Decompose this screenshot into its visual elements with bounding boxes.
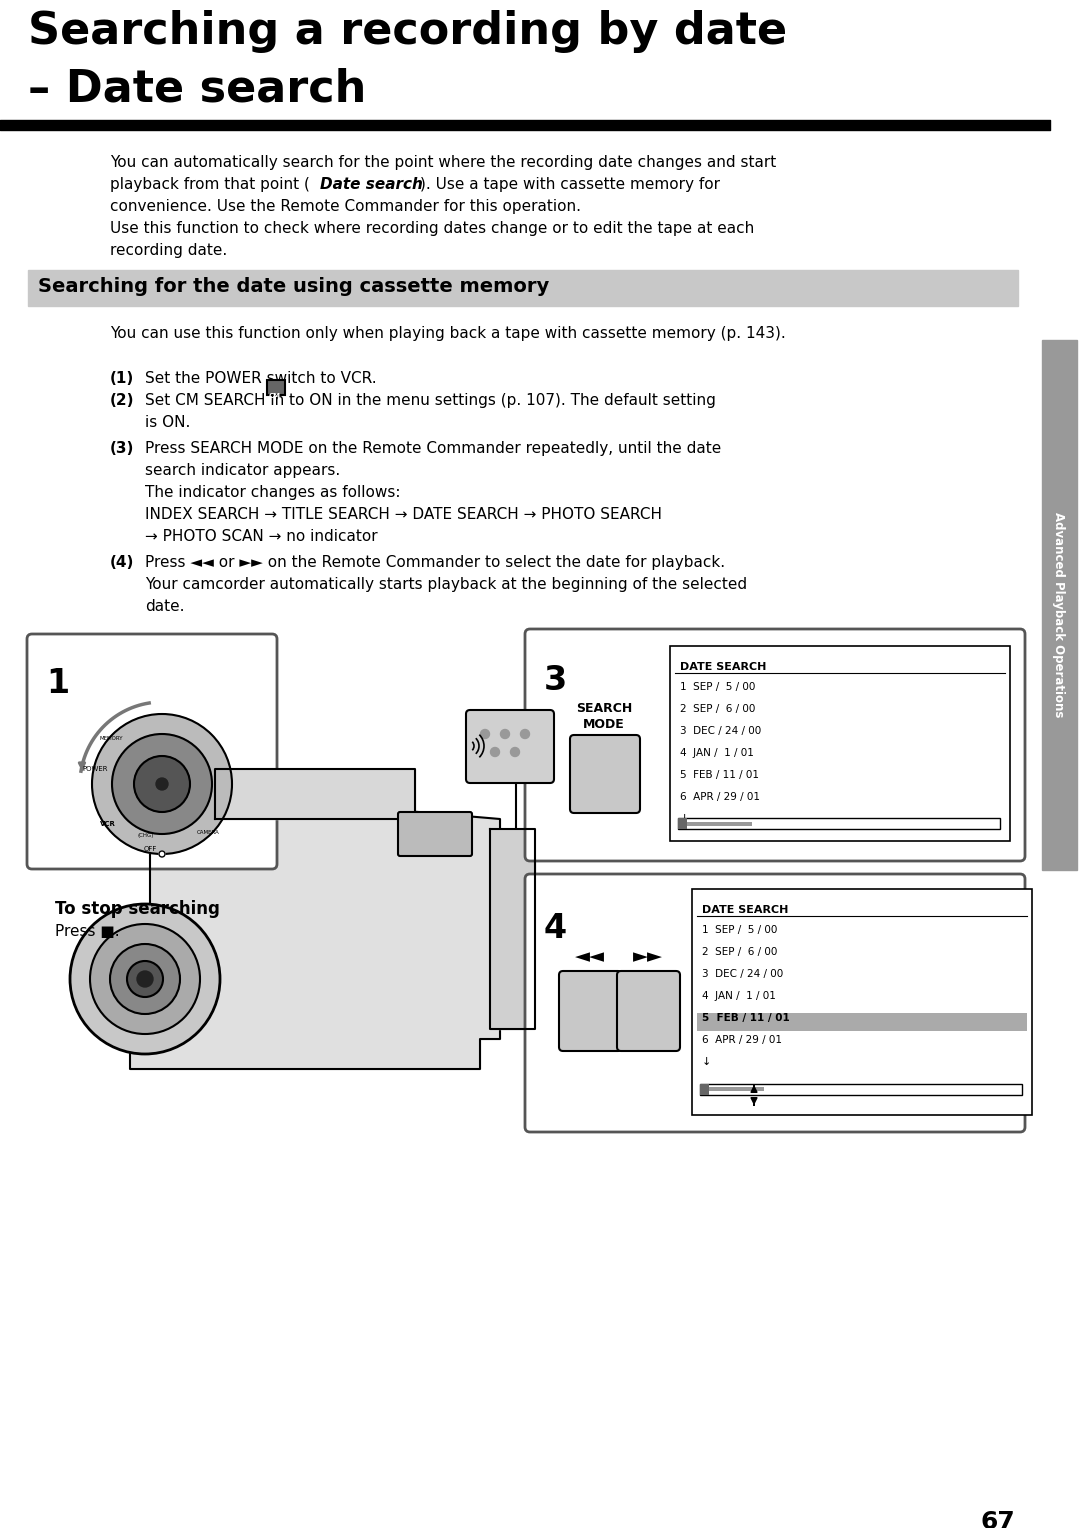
- Text: INDEX SEARCH → TITLE SEARCH → DATE SEARCH → PHOTO SEARCH: INDEX SEARCH → TITLE SEARCH → DATE SEARC…: [145, 507, 662, 523]
- Text: Your camcorder automatically starts playback at the beginning of the selected: Your camcorder automatically starts play…: [145, 578, 747, 591]
- Text: (3): (3): [110, 442, 134, 455]
- FancyBboxPatch shape: [525, 630, 1025, 860]
- Text: Set the POWER switch to VCR.: Set the POWER switch to VCR.: [145, 371, 377, 387]
- Circle shape: [511, 747, 519, 756]
- Text: (4): (4): [110, 555, 134, 570]
- Text: Set CM SEARCH in: Set CM SEARCH in: [145, 393, 284, 408]
- Bar: [692, 889, 1032, 1115]
- Circle shape: [481, 729, 489, 738]
- Text: POWER: POWER: [82, 766, 108, 772]
- Text: recording date.: recording date.: [110, 243, 227, 258]
- Bar: [678, 817, 1000, 830]
- Text: date.: date.: [145, 599, 185, 614]
- Circle shape: [70, 905, 220, 1054]
- FancyBboxPatch shape: [465, 711, 554, 782]
- Text: 6  APR / 29 / 01: 6 APR / 29 / 01: [680, 792, 760, 802]
- Text: Date search: Date search: [320, 177, 423, 193]
- Text: convenience. Use the Remote Commander for this operation.: convenience. Use the Remote Commander fo…: [110, 199, 581, 214]
- Text: 2  SEP /  6 / 00: 2 SEP / 6 / 00: [680, 704, 755, 714]
- Text: The indicator changes as follows:: The indicator changes as follows:: [145, 484, 401, 500]
- Text: ◄◄: ◄◄: [575, 947, 605, 966]
- Text: MODE: MODE: [583, 718, 625, 730]
- Text: VCR: VCR: [100, 821, 116, 827]
- Text: DATE SEARCH: DATE SEARCH: [702, 905, 788, 915]
- Text: You can use this function only when playing back a tape with cassette memory (p.: You can use this function only when play…: [110, 325, 786, 341]
- FancyBboxPatch shape: [559, 970, 622, 1051]
- Polygon shape: [215, 769, 415, 819]
- Text: 6  APR / 29 / 01: 6 APR / 29 / 01: [702, 1034, 782, 1045]
- Circle shape: [112, 733, 212, 834]
- Text: 4  JAN /  1 / 01: 4 JAN / 1 / 01: [702, 992, 775, 1001]
- Text: 2  SEP /  6 / 00: 2 SEP / 6 / 00: [702, 947, 778, 957]
- FancyBboxPatch shape: [617, 970, 680, 1051]
- Circle shape: [156, 778, 168, 790]
- Text: Press ■.: Press ■.: [55, 924, 120, 940]
- Text: 3: 3: [544, 665, 567, 697]
- Circle shape: [90, 924, 200, 1034]
- Bar: [1042, 341, 1077, 869]
- Text: CAMERA: CAMERA: [197, 830, 219, 834]
- FancyBboxPatch shape: [399, 811, 472, 856]
- Bar: [700, 1083, 708, 1096]
- Bar: [267, 380, 285, 396]
- Text: – Date search: – Date search: [28, 69, 366, 112]
- Text: ↓: ↓: [680, 814, 689, 824]
- Circle shape: [521, 729, 529, 738]
- Circle shape: [110, 944, 180, 1015]
- Text: Press SEARCH MODE on the Remote Commander repeatedly, until the date: Press SEARCH MODE on the Remote Commande…: [145, 442, 721, 455]
- Polygon shape: [130, 788, 500, 1070]
- Text: DATE SEARCH: DATE SEARCH: [680, 662, 767, 672]
- Text: ). Use a tape with cassette memory for: ). Use a tape with cassette memory for: [420, 177, 720, 193]
- Text: SEARCH: SEARCH: [576, 701, 632, 715]
- Text: Press ◄◄ or ►► on the Remote Commander to select the date for playback.: Press ◄◄ or ►► on the Remote Commander t…: [145, 555, 725, 570]
- Circle shape: [127, 961, 163, 996]
- Text: (1): (1): [110, 371, 134, 387]
- Text: search indicator appears.: search indicator appears.: [145, 463, 340, 478]
- Text: Searching a recording by date: Searching a recording by date: [28, 11, 787, 53]
- Text: 1  SEP /  5 / 00: 1 SEP / 5 / 00: [702, 924, 778, 935]
- Bar: [708, 1086, 764, 1091]
- Circle shape: [490, 747, 499, 756]
- Text: 3  DEC / 24 / 00: 3 DEC / 24 / 00: [702, 969, 783, 979]
- Text: → PHOTO SCAN → no indicator: → PHOTO SCAN → no indicator: [145, 529, 378, 544]
- Text: (2): (2): [110, 393, 135, 408]
- Text: To stop searching: To stop searching: [55, 900, 220, 918]
- Text: 5  FEB / 11 / 01: 5 FEB / 11 / 01: [702, 1013, 789, 1024]
- Text: 1  SEP /  5 / 00: 1 SEP / 5 / 00: [680, 681, 755, 692]
- Text: to ON in the menu settings (p. 107). The default setting: to ON in the menu settings (p. 107). The…: [289, 393, 716, 408]
- Text: Advanced Playback Operations: Advanced Playback Operations: [1053, 512, 1066, 718]
- Text: 3  DEC / 24 / 00: 3 DEC / 24 / 00: [680, 726, 761, 736]
- Text: 4  JAN /  1 / 01: 4 JAN / 1 / 01: [680, 749, 754, 758]
- Bar: [28, 270, 1018, 306]
- FancyBboxPatch shape: [570, 735, 640, 813]
- Text: is ON.: is ON.: [145, 416, 190, 429]
- FancyBboxPatch shape: [27, 634, 276, 869]
- FancyBboxPatch shape: [525, 874, 1025, 1132]
- Circle shape: [159, 851, 165, 857]
- Circle shape: [500, 729, 510, 738]
- Bar: [670, 646, 1010, 840]
- Circle shape: [92, 714, 232, 854]
- Text: MEMORY: MEMORY: [100, 736, 123, 741]
- Text: OFF: OFF: [144, 847, 158, 853]
- Text: You can automatically search for the point where the recording date changes and : You can automatically search for the poi…: [110, 154, 777, 170]
- Text: 4: 4: [544, 912, 567, 944]
- Bar: [687, 822, 752, 827]
- Text: Use this function to check where recording dates change or to edit the tape at e: Use this function to check where recordi…: [110, 222, 754, 235]
- Circle shape: [134, 756, 190, 811]
- Polygon shape: [490, 830, 535, 1028]
- Text: 5  FEB / 11 / 01: 5 FEB / 11 / 01: [680, 770, 759, 779]
- Text: Searching for the date using cassette memory: Searching for the date using cassette me…: [38, 277, 550, 296]
- Text: ►►: ►►: [633, 947, 663, 966]
- Bar: [700, 1083, 1022, 1096]
- Text: playback from that point (: playback from that point (: [110, 177, 310, 193]
- Bar: [678, 817, 687, 830]
- Text: 67: 67: [981, 1510, 1015, 1528]
- Text: (CHG): (CHG): [137, 833, 153, 839]
- Text: ↓: ↓: [702, 1057, 712, 1067]
- Text: 1: 1: [46, 668, 69, 700]
- Text: CM: CM: [269, 393, 281, 399]
- Circle shape: [137, 970, 153, 987]
- Bar: [697, 1013, 1027, 1031]
